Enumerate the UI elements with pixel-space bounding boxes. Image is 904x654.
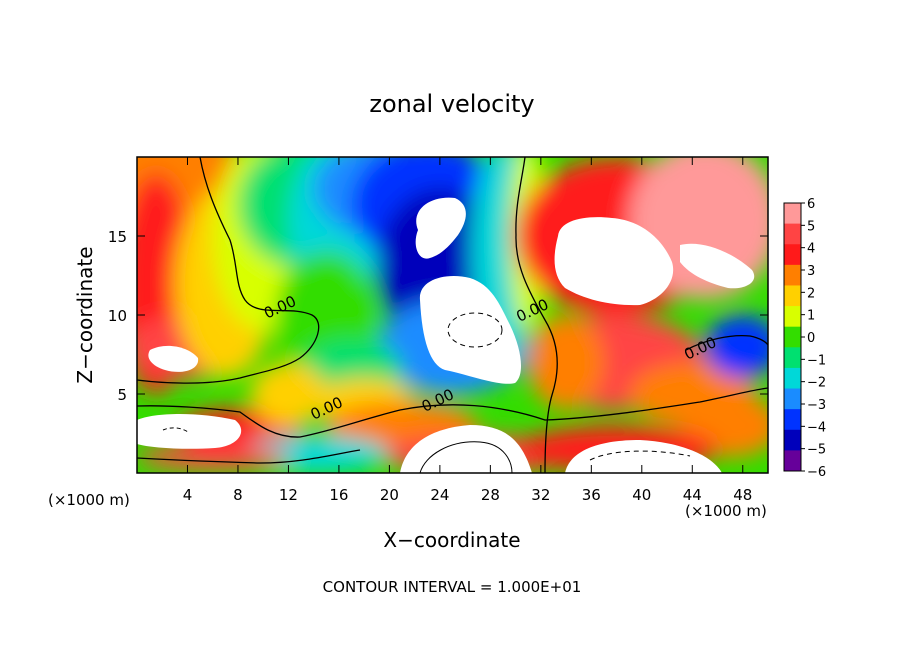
colorbar-tick-label-6: 0 (807, 331, 815, 346)
dashed-contour-center (447, 312, 503, 348)
colorbar: 6 5 4 3 2 1 0 −1 −2 −3 −4 −5 −6 (783, 197, 826, 480)
colorbar-tick-label-10: −4 (807, 420, 826, 435)
x-tick-label-10: 44 (683, 486, 702, 504)
colorbar-swatch-2 (784, 244, 801, 266)
colorbar-tick-label-1: 5 (807, 219, 815, 234)
zero-contour-east (685, 334, 768, 351)
colorbar-tick-label-12: −6 (807, 465, 826, 480)
dashed-contour-southwest (162, 427, 189, 433)
colorbar-tick-label-2: 4 (807, 242, 815, 257)
colorbar-tick-label-4: 2 (807, 286, 815, 301)
colorbar-tick-label-7: −1 (807, 353, 826, 368)
x-axis-ticks: 4 8 12 16 20 24 28 32 36 40 44 48 (183, 157, 752, 504)
saturated-region-5 (137, 414, 242, 449)
x-axis-label: X−coordinate (383, 528, 520, 552)
field-blob-28 (250, 362, 327, 426)
saturated-region-3 (680, 243, 755, 289)
y-axis-label: Z−coordinate (73, 246, 97, 383)
colorbar-swatch-10 (784, 409, 801, 431)
contour-bottom-center (419, 441, 513, 473)
x-axis-unit-left: (×1000 m) (48, 491, 130, 509)
x-tick-label-0: 4 (183, 486, 193, 504)
saturated-region-7 (565, 440, 722, 473)
colorbar-swatch-12 (784, 450, 801, 472)
zero-contour-lower (137, 387, 768, 438)
colorbar-swatch-7 (784, 347, 801, 369)
saturated-region-6 (400, 425, 532, 473)
y-axis-ticks: 5 10 15 (108, 228, 768, 404)
colorbar-swatch-8 (784, 367, 801, 390)
colorbar-tick-label-11: −5 (807, 443, 826, 458)
colorbar-swatch-5 (784, 306, 801, 328)
x-tick-label-1: 8 (233, 486, 243, 504)
x-tick-label-11: 48 (733, 486, 752, 504)
colorbar-tick-label-0: 6 (807, 197, 815, 212)
y-tick-label-2: 15 (108, 228, 127, 246)
colorbar-swatch-11 (784, 429, 801, 451)
chart-title: zonal velocity (369, 90, 534, 118)
saturated-region-2 (554, 217, 674, 306)
x-tick-label-7: 32 (531, 486, 550, 504)
field-blob-29 (137, 444, 289, 470)
colorbar-swatch-4 (784, 285, 801, 307)
x-tick-label-9: 40 (632, 486, 651, 504)
colorbar-swatch-9 (784, 388, 801, 410)
x-tick-label-4: 20 (380, 486, 399, 504)
x-tick-label-5: 24 (430, 486, 449, 504)
y-tick-label-0: 5 (117, 386, 127, 404)
zero-contour-right (515, 157, 558, 473)
x-tick-label-8: 36 (582, 486, 601, 504)
colorbar-swatch-3 (784, 264, 801, 286)
heatmap-field: 0.00 0.000.000.00 0.00 (137, 157, 768, 473)
x-tick-label-6: 28 (481, 486, 500, 504)
colorbar-swatch-6 (784, 326, 801, 348)
colorbar-tick-label-3: 3 (807, 264, 815, 279)
zero-contour-left (137, 157, 320, 384)
y-tick-label-1: 10 (108, 307, 127, 325)
field-blob-27 (528, 315, 604, 410)
saturated-region-4 (148, 345, 199, 372)
colorbar-swatch-0 (784, 203, 801, 225)
colorbar-tick-label-9: −3 (807, 398, 826, 413)
contour-interval-footer: CONTOUR INTERVAL = 1.000E+01 (323, 578, 582, 596)
x-tick-label-2: 12 (279, 486, 298, 504)
colorbar-swatch-1 (784, 223, 801, 245)
x-axis-unit-right: (×1000 m) (685, 502, 767, 520)
colorbar-tick-label-5: 1 (807, 309, 815, 324)
zero-contour-base (137, 449, 361, 464)
field-blob-17 (704, 315, 768, 379)
x-tick-label-3: 16 (329, 486, 348, 504)
saturated-region-1 (419, 276, 522, 384)
saturated-region-0 (415, 197, 466, 259)
colorbar-tick-label-8: −2 (807, 376, 826, 391)
